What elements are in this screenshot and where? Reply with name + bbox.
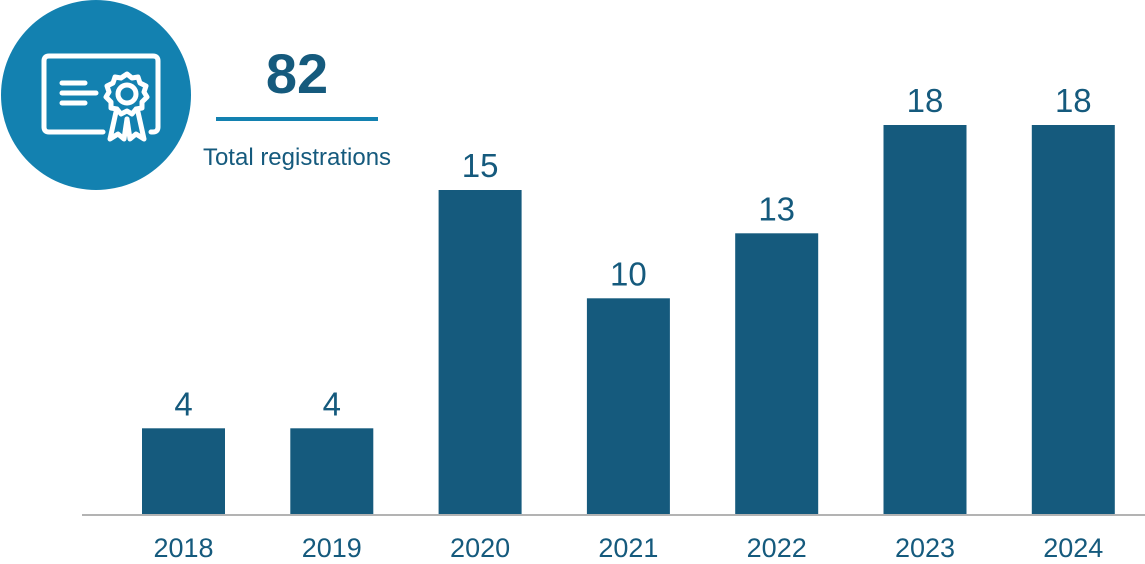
value-label-2021: 10 [610, 255, 647, 292]
x-tick-2019: 2019 [302, 533, 362, 563]
x-tick-2020: 2020 [450, 533, 510, 563]
value-label-2022: 13 [758, 190, 795, 227]
bar-2020 [439, 190, 522, 515]
x-tick-2024: 2024 [1043, 533, 1103, 563]
bar-2023 [884, 125, 967, 515]
bars-group [142, 125, 1115, 515]
x-tick-2023: 2023 [895, 533, 955, 563]
value-label-2023: 18 [907, 82, 944, 119]
value-label-2018: 4 [174, 385, 192, 422]
value-label-2024: 18 [1055, 82, 1092, 119]
x-tick-labels: 2018 2019 2020 2021 2022 2023 2024 [153, 533, 1103, 563]
x-tick-2021: 2021 [598, 533, 658, 563]
bar-2022 [735, 233, 818, 515]
bar-2019 [290, 428, 373, 515]
value-label-2019: 4 [323, 385, 341, 422]
bar-2021 [587, 298, 670, 515]
bar-2024 [1032, 125, 1115, 515]
x-tick-2018: 2018 [153, 533, 213, 563]
x-tick-2022: 2022 [747, 533, 807, 563]
value-label-2020: 15 [462, 147, 499, 184]
bar-2018 [142, 428, 225, 515]
